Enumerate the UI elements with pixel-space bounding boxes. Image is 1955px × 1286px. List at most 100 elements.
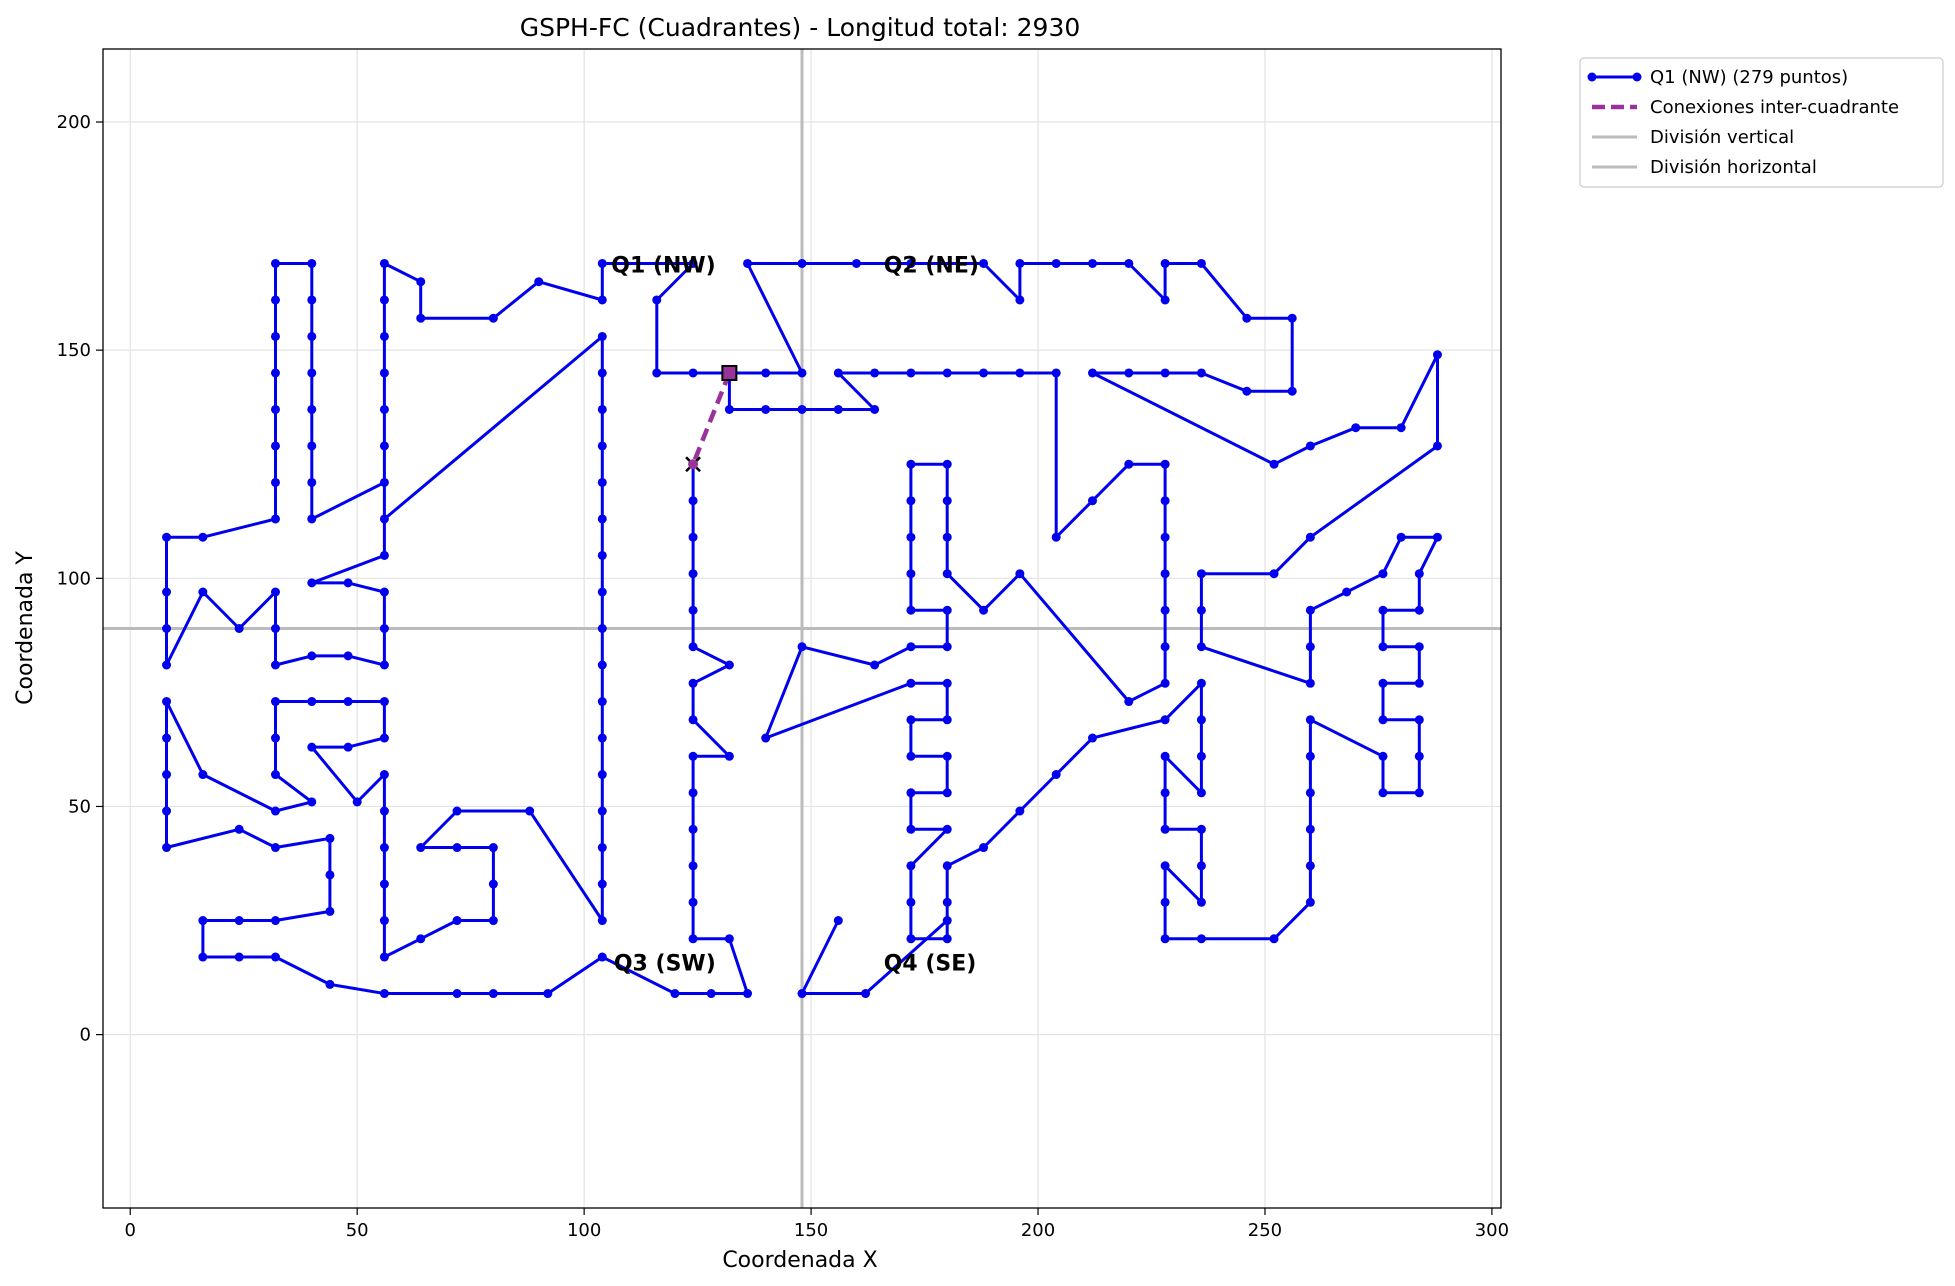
route-point: [597, 477, 607, 487]
route-point: [942, 788, 952, 798]
route-point: [1414, 788, 1424, 798]
route-point: [234, 952, 244, 962]
route-point: [307, 651, 317, 661]
plot-frame: [102, 48, 1502, 1209]
route-point: [1015, 806, 1025, 816]
route-point: [198, 952, 208, 962]
route-point: [906, 258, 916, 268]
legend-entry-0: Q1 (NW) (279 puntos): [1650, 67, 1848, 88]
route-point: [597, 368, 607, 378]
route-point: [1087, 258, 1097, 268]
route-point: [942, 897, 952, 907]
route-point: [379, 258, 389, 268]
route-point: [688, 642, 698, 652]
route-point: [688, 751, 698, 761]
route-point: [379, 733, 389, 743]
route-point: [942, 605, 952, 615]
route-point: [597, 660, 607, 670]
route-point: [597, 806, 607, 816]
route-point: [379, 295, 389, 305]
route-point: [270, 770, 280, 780]
y-tick-label-2: 100: [57, 568, 91, 589]
route-point: [1414, 678, 1424, 688]
route-point: [452, 989, 462, 999]
route-point: [1160, 368, 1170, 378]
route-point: [379, 843, 389, 853]
route-point: [198, 532, 208, 542]
route-point: [851, 258, 861, 268]
legend-entry-2: División vertical: [1650, 127, 1794, 148]
route-point: [1015, 295, 1025, 305]
route-point: [833, 916, 843, 926]
route-point: [906, 532, 916, 542]
route-point: [379, 770, 389, 780]
route-point: [162, 660, 172, 670]
route-point: [1305, 441, 1315, 451]
route-point: [906, 642, 916, 652]
route-point: [379, 477, 389, 487]
connection-end-dot: [688, 459, 699, 470]
route-point: [1196, 861, 1206, 871]
route-point: [379, 514, 389, 524]
route-point: [1087, 733, 1097, 743]
route-point: [1160, 715, 1170, 725]
route-point: [162, 587, 172, 597]
y-tick-label-0: 0: [80, 1025, 91, 1046]
route-point: [797, 642, 807, 652]
route-point: [1196, 897, 1206, 907]
route-point: [1196, 258, 1206, 268]
route-point: [270, 258, 280, 268]
x-tick-label-2: 100: [567, 1220, 601, 1241]
route-point: [761, 404, 771, 414]
route-point: [1051, 258, 1061, 268]
route-point: [1160, 934, 1170, 944]
route-point: [597, 879, 607, 889]
route-point: [343, 578, 353, 588]
route-point: [688, 897, 698, 907]
route-point: [906, 934, 916, 944]
route-point: [1378, 715, 1388, 725]
route-point: [1160, 258, 1170, 268]
route-point: [724, 660, 734, 670]
route-point: [379, 550, 389, 560]
route-point: [942, 678, 952, 688]
route-point: [1396, 532, 1406, 542]
route-point: [906, 368, 916, 378]
route-point: [1160, 642, 1170, 652]
route-point: [1305, 678, 1315, 688]
route-point: [1414, 751, 1424, 761]
route-point: [1305, 788, 1315, 798]
route-point: [724, 934, 734, 944]
route-point: [1196, 605, 1206, 615]
route-point: [1160, 824, 1170, 834]
route-point: [307, 368, 317, 378]
route-line-3: [165, 262, 386, 665]
y-tick-label-4: 200: [57, 112, 91, 133]
route-point: [1160, 788, 1170, 798]
route-point: [270, 331, 280, 341]
route-point: [906, 751, 916, 761]
route-point: [688, 569, 698, 579]
route-point: [1196, 751, 1206, 761]
route-point: [270, 952, 280, 962]
route-point: [1160, 569, 1170, 579]
route-point: [270, 624, 280, 633]
route-point: [198, 587, 208, 597]
route-point: [1051, 770, 1061, 780]
quadrant-label-3: Q3 (SW): [614, 952, 716, 977]
route-point: [270, 733, 280, 743]
route-point: [162, 806, 172, 816]
legend: Q1 (NW) (279 puntos) Conexiones inter-cua…: [1579, 57, 1944, 188]
route-point: [1051, 532, 1061, 542]
route-point: [1160, 295, 1170, 305]
route-point: [1287, 313, 1297, 323]
route-point: [688, 788, 698, 798]
route-point: [688, 824, 698, 834]
route-point: [688, 368, 698, 378]
route-point: [1269, 459, 1279, 469]
route-point: [797, 989, 807, 999]
route-point: [797, 368, 807, 378]
route-point: [1124, 459, 1134, 469]
route-point: [307, 477, 317, 487]
route-point: [597, 916, 607, 926]
